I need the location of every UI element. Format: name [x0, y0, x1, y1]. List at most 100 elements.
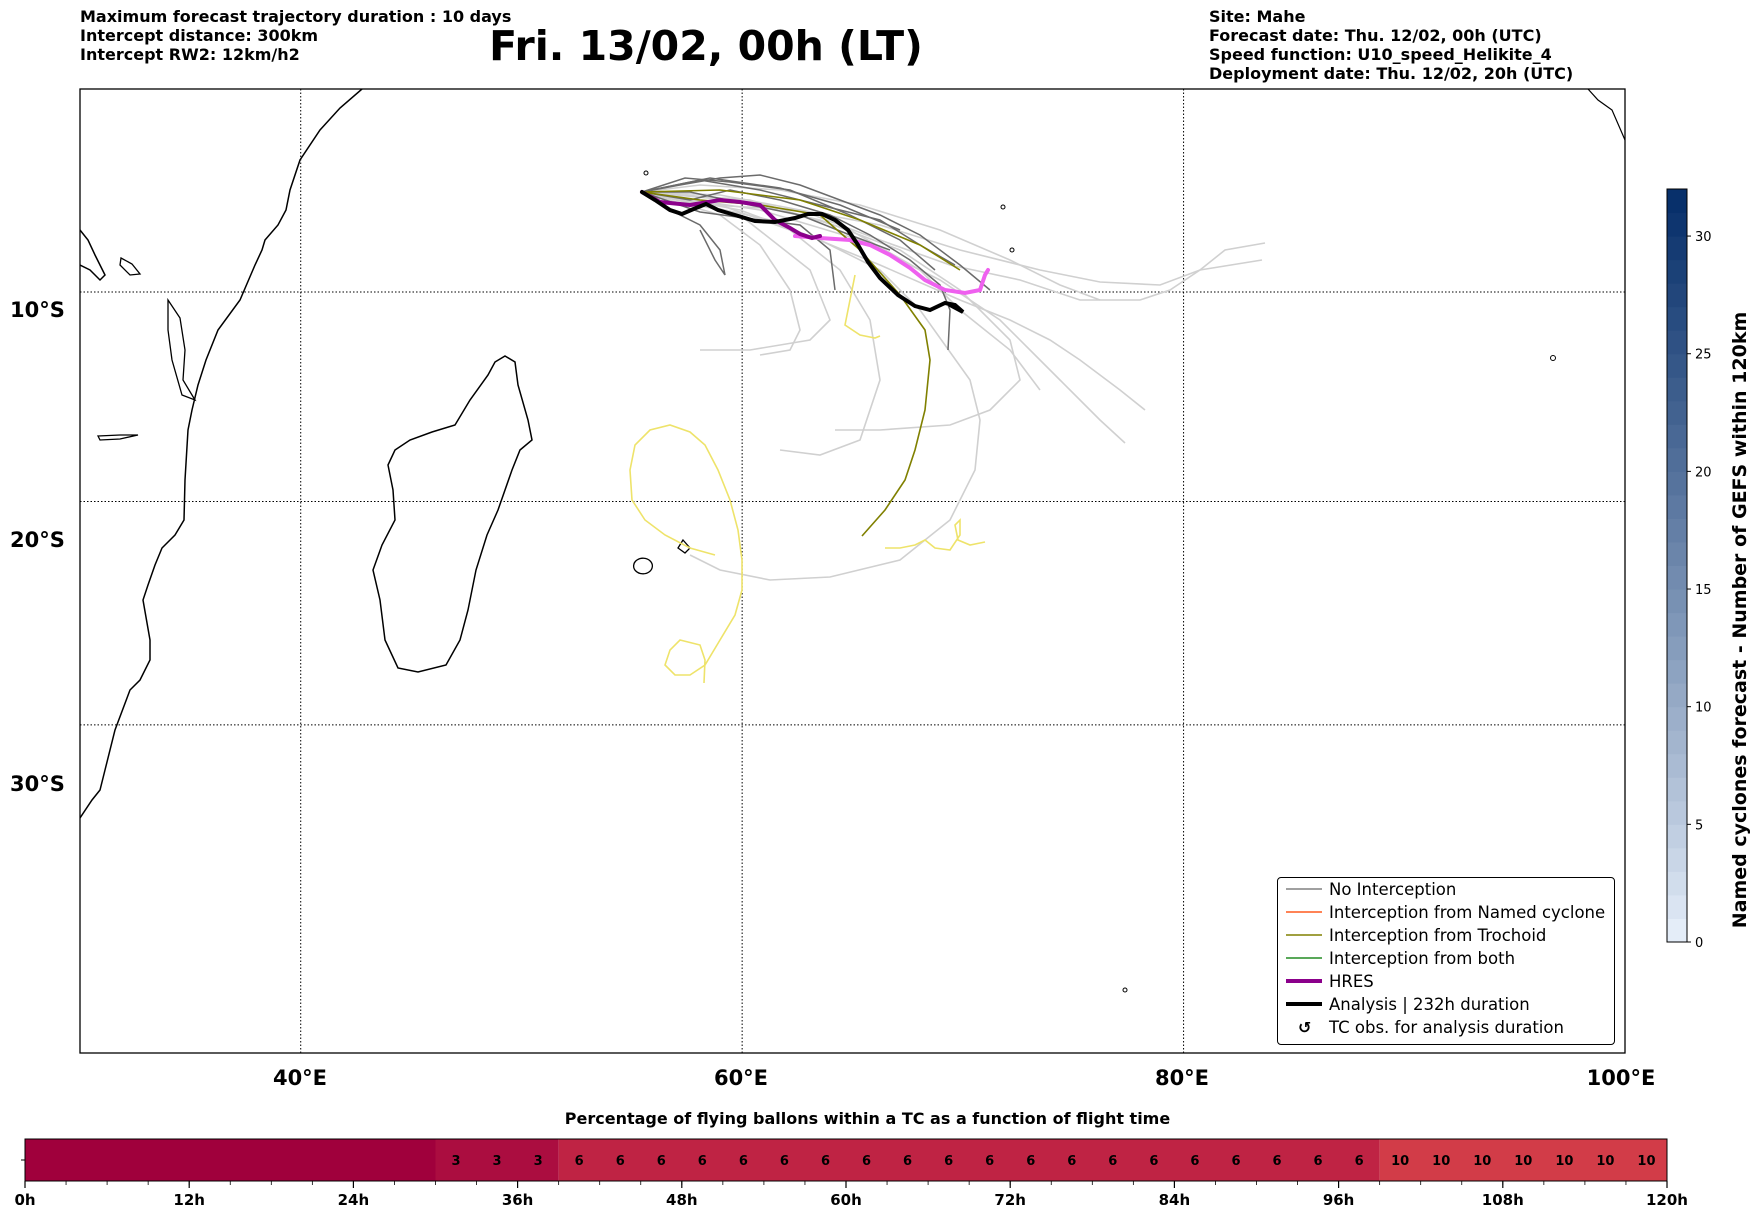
colorbar-segment [1667, 589, 1687, 614]
trajectory-no-interception [641, 191, 801, 356]
legend-label: Interception from Trochoid [1329, 925, 1547, 945]
island [119, 256, 142, 276]
colorbar-segment [1667, 259, 1687, 284]
trajectory-hres-late [793, 234, 990, 296]
trajectory-no-interception [641, 191, 1266, 301]
colorbar-segment [1667, 471, 1687, 496]
cyclone-symbol-icon: ↺ [1298, 1017, 1312, 1037]
colorbar-frame [1666, 188, 1688, 943]
bar-value-label: 6 [1314, 1154, 1323, 1169]
header-left-line: Intercept distance: 300km [80, 26, 319, 45]
bar-x-label: 0h [14, 1191, 35, 1209]
bar-value-label: 10 [1637, 1154, 1655, 1169]
trajectory-no-interception [641, 191, 1126, 444]
colorbar-segment [1667, 565, 1687, 590]
bar-value-label: 6 [1273, 1154, 1282, 1169]
trajectory-no-interception [641, 184, 1101, 301]
legend-label: Analysis | 232h duration [1329, 994, 1530, 1014]
legend-label: No Interception [1329, 879, 1457, 899]
bar-value-label: 6 [1108, 1154, 1117, 1169]
colorbar-segment [1667, 800, 1687, 825]
legend-swatch [1286, 888, 1322, 890]
colorbar-tick-label: 5 [1695, 818, 1703, 833]
map-title: Fri. 13/02, 00h (LT) [489, 22, 923, 70]
colorbar-segment [1667, 306, 1687, 331]
legend-swatch [1286, 957, 1322, 959]
bar-x-label: 36h [502, 1191, 534, 1209]
colorbar-segment [1667, 871, 1687, 896]
legend-label: TC obs. for analysis duration [1329, 1017, 1564, 1037]
colorbar-segment [1667, 494, 1687, 519]
lon-label: 80°E [1155, 1066, 1209, 1090]
lon-label: 60°E [714, 1066, 768, 1090]
colorbar-segment [1667, 753, 1687, 778]
colorbar-segment [1667, 777, 1687, 802]
hres-late-trajectory [793, 234, 990, 296]
header-right-line: Speed function: U10_speed_Helikite_4 [1209, 45, 1552, 64]
trochoid-trajectories [641, 189, 961, 537]
header-left-line: Intercept RW2: 12km/h2 [80, 45, 300, 64]
bar-value-label: 6 [1149, 1154, 1158, 1169]
bar-value-label: 10 [1432, 1154, 1450, 1169]
header-right-line: Forecast date: Thu. 12/02, 00h (UTC) [1209, 26, 1542, 45]
legend-label: HRES [1329, 971, 1374, 991]
colorbar: 0 5 10 15 20 25 30 [1666, 188, 1712, 951]
trajectory-no-interception [641, 191, 881, 456]
bar-value-label: 6 [903, 1154, 912, 1169]
island [167, 297, 197, 402]
colorbar-segment [1667, 189, 1687, 214]
bar-value-label: 6 [1231, 1154, 1240, 1169]
bar-value-label: 10 [1391, 1154, 1409, 1169]
hres-trajectory [640, 190, 822, 241]
colorbar-segment [1667, 400, 1687, 425]
africa-coastline [80, 229, 106, 282]
trajectory-interception-trochoid [641, 189, 961, 271]
colorbar-segment [1667, 424, 1687, 449]
analysis-trajectory [640, 190, 965, 314]
colorbar-segment [1667, 283, 1687, 308]
island [1550, 355, 1556, 361]
bar-value-label: 6 [698, 1154, 707, 1169]
header-right: Site: Mahe Forecast date: Thu. 12/02, 00… [1209, 7, 1573, 83]
trajectory-no-interception [641, 177, 901, 231]
colorbar-tick-label: 0 [1695, 936, 1703, 951]
bar-value-label: 3 [452, 1154, 461, 1169]
bar-x-label: 84h [1159, 1191, 1191, 1209]
legend-label: Interception from both [1329, 948, 1516, 968]
colorbar-segment [1667, 330, 1687, 355]
island [1009, 247, 1015, 253]
colorbar-tick-label: 15 [1695, 583, 1712, 598]
bar-value-label: 6 [944, 1154, 953, 1169]
bar-value-label: 10 [1473, 1154, 1491, 1169]
bar-x-label: 96h [1323, 1191, 1355, 1209]
trajectory-no-interception [641, 174, 991, 291]
bar-value-label: 6 [1067, 1154, 1076, 1169]
colorbar-tick-label: 20 [1695, 465, 1712, 480]
bar-x-label: 108h [1482, 1191, 1524, 1209]
colorbar-segment [1667, 353, 1687, 378]
bar-value-label: 10 [1514, 1154, 1532, 1169]
colorbar-segment [1667, 918, 1687, 943]
island [677, 538, 691, 554]
colorbar-segment [1667, 730, 1687, 755]
colorbar-segment [1667, 659, 1687, 684]
colorbar-segment [1667, 236, 1687, 261]
bar-segment [25, 1139, 436, 1181]
island [1587, 89, 1625, 141]
bar-x-label: 60h [830, 1191, 862, 1209]
trajectory-yellow [844, 274, 881, 339]
bar-value-label: 3 [534, 1154, 543, 1169]
colorbar-segment [1667, 706, 1687, 731]
lat-label: 30°S [10, 772, 65, 796]
bar-x-label: 24h [338, 1191, 370, 1209]
colorbar-segment [1667, 541, 1687, 566]
colorbar-segment [1667, 212, 1687, 237]
header-right-line: Site: Mahe [1209, 7, 1306, 26]
header-left: Maximum forecast trajectory duration : 1… [80, 7, 511, 64]
bar-segment [1379, 1139, 1667, 1181]
trajectory-yellow [885, 518, 986, 551]
trajectory-no-interception [641, 191, 1041, 391]
colorbar-segment [1667, 824, 1687, 849]
bar-segment [558, 1139, 1380, 1181]
